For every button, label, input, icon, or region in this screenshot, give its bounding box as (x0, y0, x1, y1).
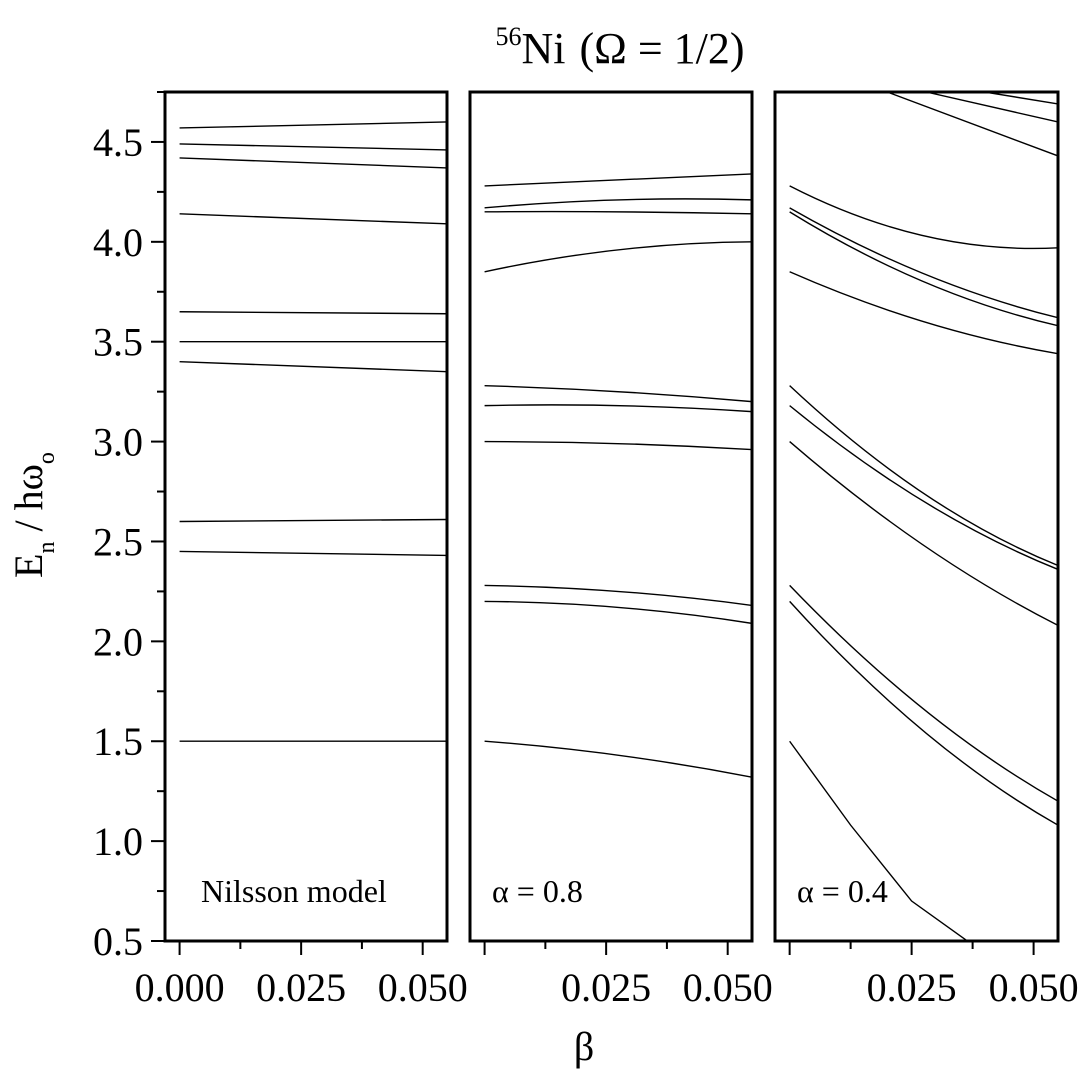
panel-label: Nilsson model (201, 873, 387, 909)
level-curve (789, 385, 1058, 567)
level-curve (789, 740, 969, 941)
x-tick-label: 0.050 (378, 965, 468, 1010)
panel-frame (773, 90, 1060, 943)
level-curve (179, 518, 447, 523)
level-curve (484, 600, 752, 625)
panel-label: α = 0.8 (492, 873, 583, 909)
level-curve (789, 207, 1058, 319)
x-tick-label: 0.000 (135, 965, 225, 1010)
series-group (179, 121, 447, 742)
y-label-mid: / hω (6, 464, 51, 541)
level-curve (484, 740, 752, 778)
y-axis-label: En / hωo (6, 452, 60, 578)
level-curve (789, 405, 1058, 571)
y-tick-label: 2.0 (93, 619, 143, 664)
y-tick-label: 3.0 (93, 420, 143, 465)
level-curve (484, 404, 752, 413)
y-label-sub-o: o (34, 452, 60, 464)
level-curve (789, 271, 1058, 355)
chart-title: 56Ni (Ω = 1/2) (495, 22, 744, 73)
x-tick-label: 0.050 (683, 965, 773, 1010)
level-curve (179, 550, 447, 557)
panel-label: α = 0.4 (797, 873, 888, 909)
x-tick-label: 0.025 (561, 965, 651, 1010)
y-tick-label: 4.5 (93, 120, 143, 165)
x-tick-label: 0.025 (256, 965, 346, 1010)
x-tick-label: 0.025 (867, 965, 957, 1010)
y-label-sub-n: n (34, 542, 60, 554)
panel-frame (163, 90, 449, 943)
title-element: Ni (521, 24, 565, 73)
level-curve (484, 241, 752, 273)
level-curve (926, 92, 1058, 123)
level-curve (484, 384, 752, 403)
level-curve (484, 584, 752, 607)
level-curve (179, 121, 447, 129)
y-tick-label: 2.5 (93, 519, 143, 564)
y-label-main: E (6, 554, 51, 578)
level-curve (484, 440, 752, 451)
panel-3: 0.025 0.050 α = 0.4 (773, 90, 1079, 1010)
level-curve (789, 211, 1058, 327)
panel-1: 0.5 1.0 1.5 2.0 2.5 3.0 3.5 4.0 4.5 0.000 0.025 0.0… (93, 90, 468, 1010)
level-curve (179, 311, 447, 315)
y-tick-label: 0.5 (93, 919, 143, 964)
level-curve (484, 210, 752, 215)
series-group (789, 92, 1058, 941)
level-curve (984, 92, 1058, 105)
panel-frame (468, 90, 754, 943)
series-group (484, 173, 752, 778)
panels-group: 0.51.01.52.02.53.03.54.04.50.000 0.025 0.0… (93, 90, 1079, 1010)
title-mass-number: 56 (495, 22, 521, 51)
level-curve (484, 198, 752, 209)
level-curve (789, 441, 1058, 626)
x-tick-label: 0.050 (989, 965, 1079, 1010)
level-curve (886, 92, 1058, 157)
panel-2: 0.025 0.050 α = 0.8 (468, 90, 773, 1010)
level-curve (789, 600, 1058, 826)
x-axis-label: β (574, 1024, 594, 1069)
level-curve (484, 173, 752, 187)
y-tick-label: 1.5 (93, 719, 143, 764)
title-condition: (Ω = 1/2) (579, 24, 744, 73)
y-tick-label: 4.0 (93, 220, 143, 265)
level-curve (179, 360, 447, 373)
y-tick-label: 3.5 (93, 320, 143, 365)
level-curve (179, 143, 447, 151)
level-curve (179, 157, 447, 169)
level-curve (789, 185, 1058, 250)
level-curve (789, 584, 1058, 802)
y-tick-label: 1.0 (93, 819, 143, 864)
level-curve (179, 213, 447, 225)
